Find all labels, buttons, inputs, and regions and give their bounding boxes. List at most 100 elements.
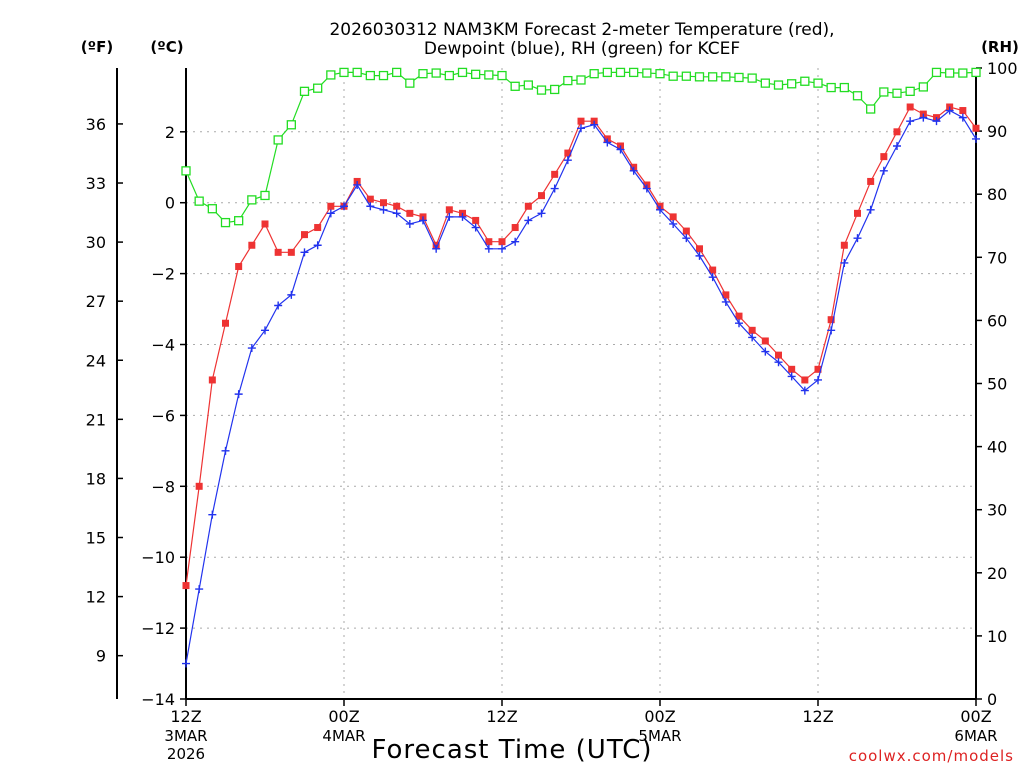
dewpoint-point [761, 347, 770, 356]
celsius-tick-label: −4 [151, 336, 175, 355]
temperature-point [722, 291, 730, 299]
temperature-point [735, 312, 743, 320]
rh-point [839, 82, 849, 93]
dewpoint-point [405, 219, 414, 228]
x-axis-title: Forecast Time (UTC) [371, 735, 652, 765]
temperature-point [406, 209, 414, 217]
rh-point [326, 70, 336, 80]
rh-point [313, 83, 323, 93]
dewpoint-point [208, 510, 217, 519]
dewpoint-point [800, 386, 809, 395]
x-tick-year-label: 2026 [167, 745, 205, 763]
temperature-point [287, 248, 295, 256]
fahrenheit-axis-label: (ºF) [81, 38, 113, 56]
dewpoint-point [366, 202, 375, 211]
temperature-point [301, 231, 308, 239]
dewpoint-point [840, 258, 849, 267]
grid-layer [186, 68, 976, 699]
celsius-tick-label: 2 [165, 123, 175, 142]
rh-point [181, 166, 191, 176]
rh-point [826, 82, 836, 93]
dewpoint-point [748, 333, 757, 342]
rh-tick-label: 70 [987, 248, 1007, 267]
x-tick-label: 00Z [960, 707, 991, 726]
dewpoint-point [300, 248, 309, 257]
dewpoint-point [471, 223, 480, 232]
dewpoint-point [958, 113, 967, 122]
temperature-point [445, 206, 453, 214]
rh-point [365, 70, 375, 81]
rh-point [655, 69, 665, 79]
celsius-tick-label: 0 [165, 194, 175, 213]
dewpoint-point [735, 319, 743, 328]
celsius-tick-label: −8 [151, 477, 175, 496]
temperature-point [366, 195, 374, 203]
temperature-point [551, 170, 559, 178]
dewpoint-point [340, 202, 348, 211]
x-tick-label: 00Z [328, 707, 359, 726]
rh-point [405, 78, 415, 88]
rh-point [457, 67, 468, 78]
rh-point [747, 73, 757, 83]
fahrenheit-tick-label: 18 [86, 469, 106, 488]
dewpoint-point [695, 251, 704, 260]
dewpoint-point [432, 244, 441, 253]
dewpoint-point [419, 216, 427, 225]
rh-point [629, 67, 639, 78]
temperature-point [814, 365, 822, 373]
celsius-tick-label: −2 [151, 265, 175, 284]
temperature-point [498, 238, 506, 246]
temperature-point [867, 177, 875, 185]
rh-point [931, 67, 942, 78]
temperature-point [524, 202, 532, 210]
temperature-point [748, 326, 756, 334]
fahrenheit-tick-label: 27 [86, 292, 106, 311]
rh-tick-label: 40 [987, 438, 1007, 457]
temperature-point [577, 117, 585, 125]
celsius-tick-label: −14 [141, 690, 175, 709]
rh-point [550, 84, 560, 95]
rh-point [418, 69, 428, 79]
celsius-tick-label: −6 [151, 406, 175, 425]
fahrenheit-tick-label: 33 [86, 174, 106, 193]
dewpoint-point [353, 180, 362, 189]
dewpoint-point [669, 219, 678, 228]
dewpoint-point [577, 124, 585, 133]
rh-point [945, 68, 955, 78]
celsius-tick-label: −10 [141, 548, 175, 567]
dewpoint-point [814, 375, 822, 384]
rh-point [602, 67, 612, 78]
dewpoint-point [511, 237, 520, 246]
rh-point [760, 78, 770, 88]
x-tick-label: 12Z [486, 707, 517, 726]
dewpoint-point [853, 234, 862, 243]
rh-tick-label: 30 [987, 501, 1007, 520]
rh-point [734, 72, 744, 83]
temperature-point [788, 365, 796, 373]
x-tick-date-label: 4MAR [322, 727, 365, 745]
temperature-point [182, 582, 190, 590]
rh-point [431, 68, 441, 78]
rh-point [694, 72, 705, 82]
fahrenheit-tick-label: 15 [86, 529, 106, 548]
chart-title-line-2: Dewpoint (blue), RH (green) for KCEF [424, 39, 740, 59]
rh-point [892, 88, 902, 98]
rh-point [589, 69, 599, 79]
dewpoint-point [827, 326, 836, 335]
rh-tick-label: 100 [987, 59, 1018, 78]
rh-point [642, 68, 652, 78]
dewpoint-point [261, 326, 269, 335]
x-tick-date-label: 3MAR [164, 727, 207, 745]
rh-point [484, 70, 494, 80]
temperature-point [195, 482, 203, 490]
rh-tick-label: 90 [987, 122, 1007, 141]
dewpoint-point [234, 390, 243, 399]
rh-tick-label: 0 [987, 690, 997, 709]
dewpoint-point [708, 273, 717, 282]
fahrenheit-tick-label: 12 [86, 588, 106, 607]
temperature-point [959, 107, 967, 115]
dewpoint-point [616, 145, 625, 154]
temperature-point [208, 376, 216, 384]
